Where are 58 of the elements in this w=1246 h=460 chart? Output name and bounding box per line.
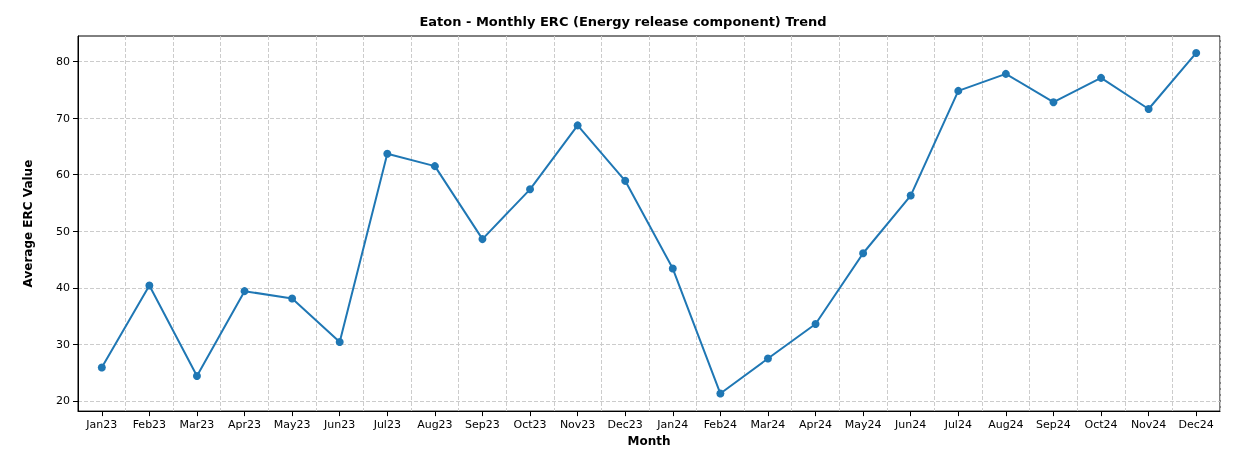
point xyxy=(145,281,154,290)
x-tick-label: May24 xyxy=(844,418,882,432)
y-tick-label: 80 xyxy=(56,54,70,68)
point xyxy=(763,354,772,363)
chart-title: Eaton - Monthly ERC (Energy release component) Trend xyxy=(419,14,827,29)
point xyxy=(621,176,630,185)
x-tick-label: Jan23 xyxy=(85,418,118,432)
x-tick-label: Apr23 xyxy=(228,418,262,432)
point xyxy=(1144,104,1153,113)
x-tick-label: Mar24 xyxy=(750,418,786,432)
x-tick-label: Dec24 xyxy=(1178,418,1214,432)
point xyxy=(430,162,439,171)
x-axis-title: Month xyxy=(627,434,671,448)
point xyxy=(1097,73,1106,82)
point xyxy=(1049,98,1058,107)
point xyxy=(97,363,106,372)
y-axis-title: Average ERC Value xyxy=(21,159,35,288)
point xyxy=(335,338,344,347)
y-tick-label: 70 xyxy=(56,111,70,125)
x-tick-label: May23 xyxy=(273,418,311,432)
point xyxy=(478,235,487,244)
point xyxy=(383,149,392,158)
x-tick-label: Mar23 xyxy=(179,418,215,432)
point xyxy=(716,389,725,398)
x-tick-label: Oct23 xyxy=(513,418,547,432)
point xyxy=(1001,69,1010,78)
x-tick-label: Sep24 xyxy=(1036,418,1071,432)
x-tick-label: Aug23 xyxy=(417,418,453,432)
x-tick-label: Apr24 xyxy=(799,418,833,432)
y-tick-label: 30 xyxy=(56,337,70,351)
x-tick-label: Jul24 xyxy=(943,418,972,432)
x-tick-label: Jan24 xyxy=(656,418,689,432)
point xyxy=(954,86,963,95)
x-tick-label: Sep23 xyxy=(465,418,500,432)
y-tick-label: 60 xyxy=(56,168,70,182)
point xyxy=(526,185,535,194)
point xyxy=(573,121,582,130)
x-tick-label: Feb23 xyxy=(132,418,167,432)
point xyxy=(859,249,868,258)
x-tick-label: Jun24 xyxy=(894,418,927,432)
point xyxy=(288,294,297,303)
point xyxy=(192,372,201,381)
x-tick-label: Nov24 xyxy=(1130,418,1167,432)
x-tick-label: Jul23 xyxy=(372,418,401,432)
point xyxy=(811,319,820,328)
x-tick-label: Jun23 xyxy=(323,418,356,432)
x-tick-label: Dec23 xyxy=(607,418,643,432)
y-tick-label: 40 xyxy=(56,281,70,295)
x-tick-label: Feb24 xyxy=(703,418,738,432)
point xyxy=(1192,48,1201,57)
point xyxy=(906,191,915,200)
x-tick-label: Nov23 xyxy=(559,418,596,432)
y-tick-label: 50 xyxy=(56,224,70,238)
x-tick-label: Oct24 xyxy=(1084,418,1118,432)
x-tick-label: Aug24 xyxy=(988,418,1024,432)
point xyxy=(668,264,677,273)
point xyxy=(240,287,249,296)
y-tick-label: 20 xyxy=(56,394,70,408)
